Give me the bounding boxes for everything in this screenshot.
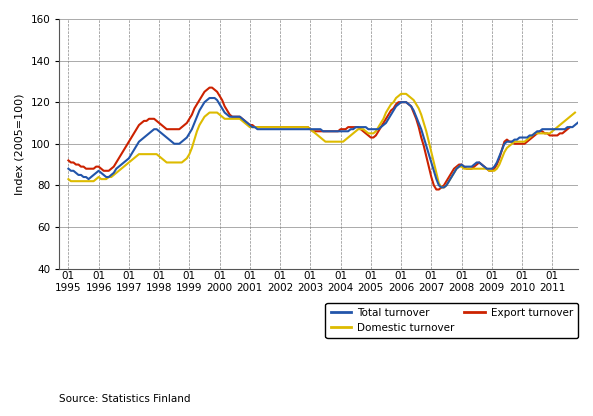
Text: Source: Statistics Finland: Source: Statistics Finland [59, 394, 191, 404]
Legend: Total turnover, Domestic turnover, Export turnover: Total turnover, Domestic turnover, Expor… [326, 302, 578, 338]
Y-axis label: Index (2005=100): Index (2005=100) [15, 93, 25, 195]
